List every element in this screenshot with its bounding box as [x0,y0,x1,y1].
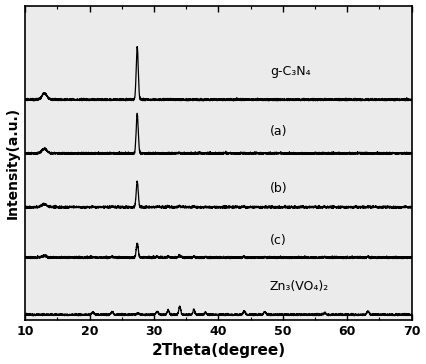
Text: g-C₃N₄: g-C₃N₄ [270,65,311,78]
Text: (a): (a) [270,125,288,138]
Y-axis label: Intensity(a.u.): Intensity(a.u.) [6,107,20,219]
X-axis label: 2Theta(degree): 2Theta(degree) [151,344,285,359]
Text: (b): (b) [270,182,288,195]
Text: Zn₃(VO₄)₂: Zn₃(VO₄)₂ [270,280,329,293]
Text: (c): (c) [270,234,287,247]
